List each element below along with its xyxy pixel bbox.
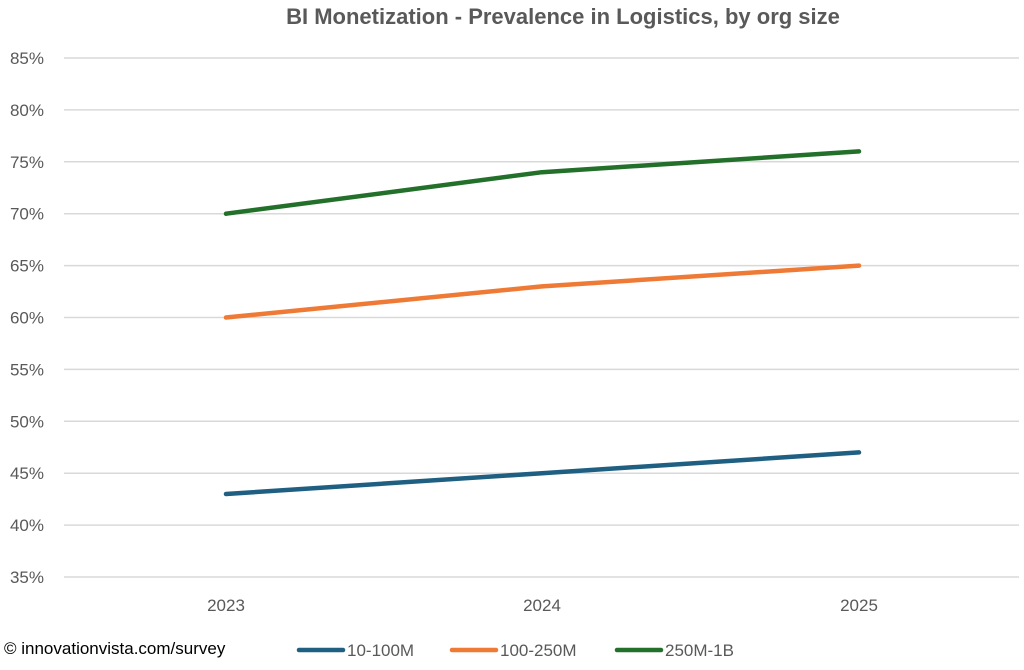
- data-point: [224, 491, 228, 496]
- y-tick-label: 80%: [10, 101, 44, 120]
- y-tick-label: 60%: [10, 309, 44, 328]
- y-tick-label: 50%: [10, 412, 44, 431]
- chart-title: BI Monetization - Prevalence in Logistic…: [286, 4, 840, 29]
- y-tick-label: 35%: [10, 568, 44, 587]
- data-point: [857, 149, 861, 154]
- y-tick-label: 70%: [10, 205, 44, 224]
- y-tick-label: 65%: [10, 257, 44, 276]
- y-axis-ticks: 35% 40% 45% 50% 55% 60% 65% 70% 75% 80% 85%: [10, 49, 44, 587]
- data-point: [224, 211, 228, 216]
- legend-label: 100-250M: [500, 641, 577, 660]
- data-point: [857, 263, 861, 268]
- series-line-100-250m: [223, 263, 862, 320]
- x-axis-ticks: 2023 2024 2025: [207, 596, 878, 615]
- data-point: [857, 450, 861, 455]
- legend-label: 250M-1B: [665, 641, 734, 660]
- data-point: [540, 170, 544, 175]
- y-tick-label: 40%: [10, 516, 44, 535]
- data-point: [224, 315, 228, 320]
- y-tick-label: 55%: [10, 360, 44, 379]
- gridlines: [64, 57, 1019, 578]
- x-tick-label: 2023: [207, 596, 245, 615]
- data-point: [540, 284, 544, 289]
- x-tick-label: 2024: [523, 596, 561, 615]
- x-tick-label: 2025: [840, 596, 878, 615]
- source-credit: © innovationvista.com/survey: [4, 639, 226, 658]
- y-tick-label: 85%: [10, 49, 44, 68]
- legend: 10-100M 100-250M 250M-1B: [296, 641, 734, 660]
- series-lines: [223, 149, 862, 497]
- y-tick-label: 75%: [10, 153, 44, 172]
- series-line-250m-1b: [223, 149, 862, 216]
- y-tick-label: 45%: [10, 464, 44, 483]
- data-point: [540, 471, 544, 476]
- legend-label: 10-100M: [347, 641, 414, 660]
